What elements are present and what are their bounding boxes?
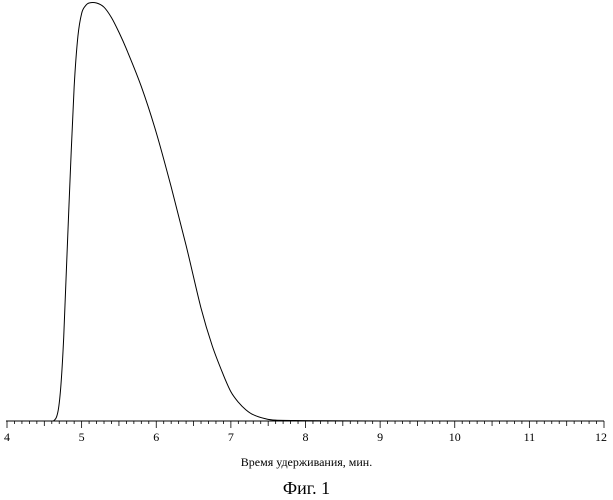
x-tick-label: 12 — [595, 430, 607, 444]
figure-caption: Фиг. 1 — [0, 478, 613, 499]
x-tick-label: 10 — [449, 430, 461, 444]
x-axis-label: Время удерживания, мин. — [0, 455, 613, 470]
x-tick-label: 9 — [377, 430, 383, 444]
x-tick-label: 11 — [524, 430, 536, 444]
x-tick-label: 5 — [79, 430, 85, 444]
chromatogram-curve — [7, 3, 604, 421]
x-tick-label: 6 — [153, 430, 159, 444]
x-tick-label: 7 — [228, 430, 234, 444]
x-tick-label: 8 — [303, 430, 309, 444]
x-axis-ticks — [7, 421, 604, 428]
x-axis-tick-labels: 4 5 6 7 8 9 10 11 12 — [4, 430, 607, 444]
x-tick-label: 4 — [4, 430, 10, 444]
